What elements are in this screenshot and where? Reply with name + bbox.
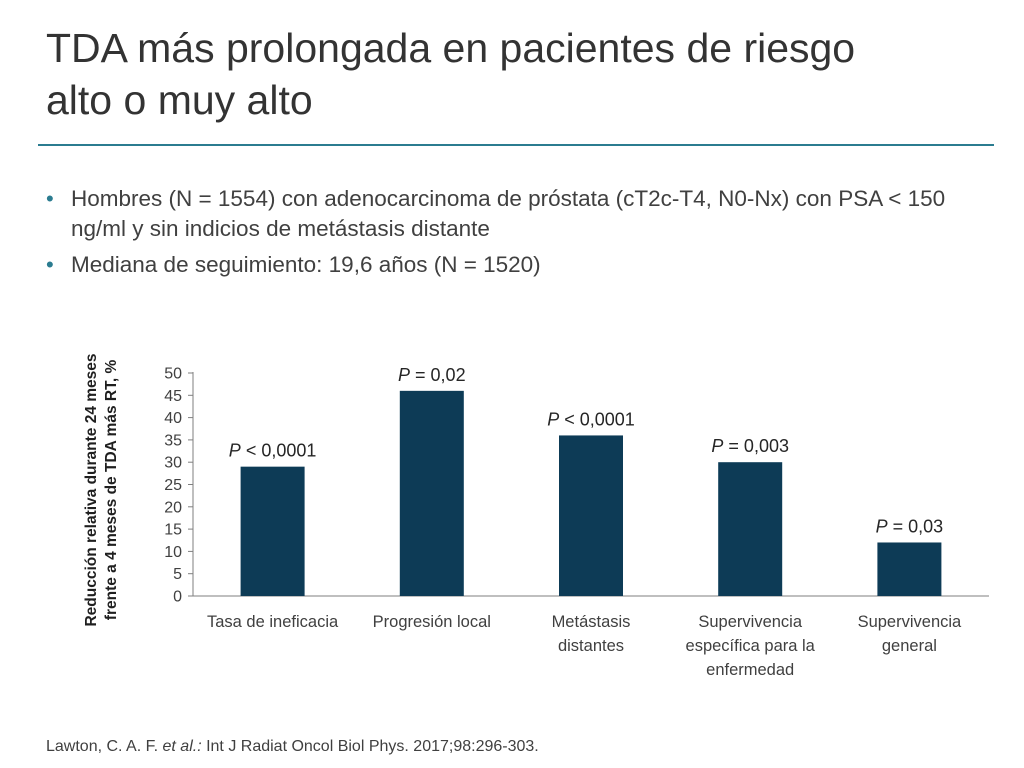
- x-category-label-line: Tasa de ineficacia: [207, 613, 339, 631]
- slide-title-line2: alto o muy alto: [46, 77, 313, 123]
- p-value-label: P = 0,02: [398, 365, 466, 385]
- y-axis-title: Reducción relativa durante 24 meses frent…: [83, 353, 120, 626]
- bullet-text: Hombres (N = 1554) con adenocarcinoma de…: [71, 186, 946, 241]
- bullet-dot-icon: •: [46, 186, 54, 211]
- p-symbol: P: [876, 516, 888, 536]
- x-category-label-line: Supervivencia: [698, 613, 802, 631]
- p-value: < 0,0001: [241, 441, 317, 461]
- y-tick-label: 10: [164, 544, 182, 561]
- x-category-label: Progresión local: [373, 613, 491, 631]
- y-tick-label: 40: [164, 410, 182, 427]
- citation-journal: Int J Radiat Oncol Biol Phys. 2017;98:29…: [201, 738, 539, 755]
- y-tick-label: 30: [164, 455, 182, 472]
- x-category-label-line: distantes: [558, 637, 624, 655]
- bar: [877, 542, 942, 596]
- y-tick-label: 15: [164, 522, 182, 539]
- p-value-label: P = 0,003: [711, 436, 789, 456]
- y-tick-label: 50: [164, 366, 182, 383]
- y-tick-label: 25: [164, 477, 182, 494]
- x-category-label: Supervivencia específica para la enfermeda…: [686, 613, 816, 679]
- x-category-label-line: enfermedad: [706, 661, 794, 679]
- x-category-label: Tasa de ineficacia: [207, 613, 339, 631]
- citation: Lawton, C. A. F. et al.: Int J Radiat On…: [46, 738, 539, 756]
- bar: [559, 435, 623, 596]
- p-symbol: P: [229, 441, 241, 461]
- p-symbol: P: [398, 365, 410, 385]
- y-tick-label: 0: [173, 589, 182, 606]
- citation-etal: et al.:: [162, 738, 202, 755]
- bullet-list: • Hombres (N = 1554) con adenocarcinoma …: [46, 184, 996, 286]
- x-category-label: Metástasis distantes: [552, 613, 631, 655]
- y-tick-label: 35: [164, 432, 182, 449]
- citation-authors: Lawton, C. A. F.: [46, 738, 163, 755]
- slide-title-line1: TDA más prolongada en pacientes de riesg…: [46, 25, 856, 71]
- p-symbol: P: [547, 409, 559, 429]
- x-category-label-line: Progresión local: [373, 613, 491, 631]
- y-tick-label: 5: [173, 566, 182, 583]
- bullet-item: • Hombres (N = 1554) con adenocarcinoma …: [46, 184, 996, 244]
- y-axis-title-line: Reducción relativa durante 24 meses: [83, 353, 100, 626]
- bullet-item: • Mediana de seguimiento: 19,6 años (N =…: [46, 250, 996, 280]
- bullet-dot-icon: •: [46, 252, 54, 277]
- p-value: = 0,02: [410, 365, 466, 385]
- p-value-label: P = 0,03: [876, 516, 944, 536]
- bar: [399, 390, 464, 596]
- x-category-label: Supervivencia general: [858, 613, 962, 655]
- bullet-text: Mediana de seguimiento: 19,6 años (N = 1…: [71, 252, 541, 277]
- p-value: = 0,03: [888, 516, 944, 536]
- y-axis-title-line: frente a 4 meses de TDA más RT, %: [103, 360, 120, 621]
- bar: [240, 466, 305, 596]
- x-category-label-line: Supervivencia: [858, 613, 962, 631]
- x-category-label-line: específica para la: [686, 637, 816, 655]
- p-value-label: P < 0,0001: [229, 441, 317, 461]
- y-tick-label: 45: [164, 388, 182, 405]
- p-value-label: P < 0,0001: [547, 409, 635, 429]
- slide-title: TDA más prolongada en pacientes de riesg…: [46, 22, 996, 126]
- x-category-label-line: general: [882, 637, 937, 655]
- title-divider: [38, 144, 994, 146]
- p-symbol: P: [711, 436, 723, 456]
- p-value: = 0,003: [723, 436, 789, 456]
- x-category-label-line: Metástasis: [552, 613, 631, 631]
- p-value: < 0,0001: [559, 409, 635, 429]
- bar: [718, 462, 783, 596]
- y-tick-label: 20: [164, 499, 182, 516]
